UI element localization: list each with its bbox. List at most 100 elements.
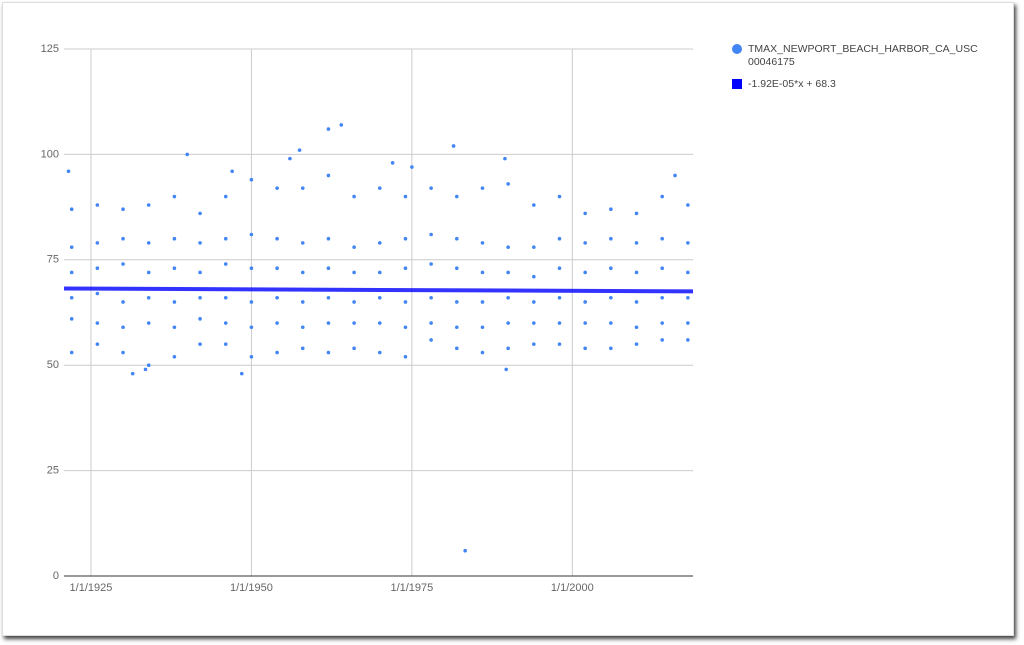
data-point <box>686 338 690 342</box>
y-tick-label: 100 <box>41 148 59 160</box>
x-tick-label: 1/1/1925 <box>70 582 113 594</box>
legend-label: -1.92E-05*x + 68.3 <box>748 78 836 90</box>
data-point <box>172 354 177 359</box>
data-point <box>503 156 507 161</box>
data-point <box>429 232 433 237</box>
data-point <box>121 207 125 212</box>
data-point <box>403 194 408 199</box>
data-point <box>532 300 536 304</box>
data-point <box>121 325 125 330</box>
chart-card <box>2 2 1014 636</box>
data-point <box>198 342 202 346</box>
data-point <box>506 321 510 325</box>
data-point <box>223 321 228 325</box>
data-point <box>455 346 459 351</box>
data-point <box>504 367 509 372</box>
data-point <box>352 245 356 249</box>
data-point <box>480 270 485 275</box>
data-point <box>143 367 148 372</box>
data-point <box>130 371 135 376</box>
data-point <box>223 295 228 300</box>
data-point <box>297 148 302 152</box>
data-point <box>300 270 305 275</box>
data-point <box>583 346 587 351</box>
data-point <box>634 241 639 245</box>
data-point <box>506 270 510 275</box>
data-point <box>249 177 254 182</box>
data-point <box>429 338 433 342</box>
data-point <box>583 211 587 216</box>
data-point <box>69 270 74 275</box>
data-point <box>300 325 305 330</box>
data-point <box>198 211 202 216</box>
legend-marker <box>732 44 742 54</box>
data-point <box>455 194 459 199</box>
data-point <box>557 295 562 300</box>
data-point <box>275 266 279 271</box>
data-point <box>480 350 485 355</box>
data-point <box>377 295 382 300</box>
data-point <box>198 317 202 321</box>
data-point <box>69 350 74 355</box>
data-point <box>121 350 125 355</box>
data-point <box>352 194 356 199</box>
data-point <box>532 245 536 249</box>
data-point <box>660 266 664 271</box>
data-point <box>660 295 664 300</box>
y-tick-label: 75 <box>47 254 59 266</box>
data-point <box>532 274 536 279</box>
data-point <box>377 241 382 245</box>
data-point <box>249 300 254 304</box>
data-point <box>532 321 536 325</box>
data-point <box>249 354 254 359</box>
data-point <box>275 186 279 190</box>
data-point <box>377 350 382 355</box>
data-point <box>249 325 254 330</box>
data-point <box>609 346 613 351</box>
data-point <box>95 203 100 207</box>
data-point <box>352 321 356 325</box>
data-point <box>455 266 459 271</box>
data-point <box>69 317 74 321</box>
data-point <box>223 342 228 346</box>
data-point <box>583 270 587 275</box>
data-point <box>403 300 408 304</box>
data-point <box>660 338 664 342</box>
data-point <box>410 165 414 169</box>
data-point <box>146 295 151 300</box>
data-point <box>172 194 177 199</box>
data-point <box>532 342 536 346</box>
y-tick-label: 25 <box>47 465 59 477</box>
data-point <box>451 144 456 148</box>
data-point <box>660 236 664 241</box>
data-point <box>532 203 536 207</box>
data-point <box>557 194 562 199</box>
data-point <box>673 173 677 178</box>
data-point <box>121 262 125 266</box>
data-point <box>557 236 562 241</box>
data-point <box>239 371 244 376</box>
data-point <box>686 241 690 245</box>
data-point <box>634 270 639 275</box>
data-point <box>69 207 74 212</box>
data-point <box>172 300 177 304</box>
data-point <box>506 182 510 186</box>
x-tick-label: 1/1/1975 <box>390 582 433 594</box>
data-point <box>172 266 177 271</box>
data-point <box>455 325 459 330</box>
data-point <box>249 232 254 237</box>
data-point <box>429 295 433 300</box>
data-point <box>121 300 125 304</box>
data-point <box>429 262 433 266</box>
data-point <box>300 300 305 304</box>
data-point <box>506 245 510 249</box>
data-point <box>326 350 331 355</box>
data-point <box>660 194 664 199</box>
data-point <box>198 241 202 245</box>
data-point <box>686 321 690 325</box>
y-tick-label: 125 <box>41 43 59 55</box>
data-point <box>275 350 279 355</box>
data-point <box>609 266 613 271</box>
data-point <box>429 186 433 190</box>
data-point <box>660 321 664 325</box>
